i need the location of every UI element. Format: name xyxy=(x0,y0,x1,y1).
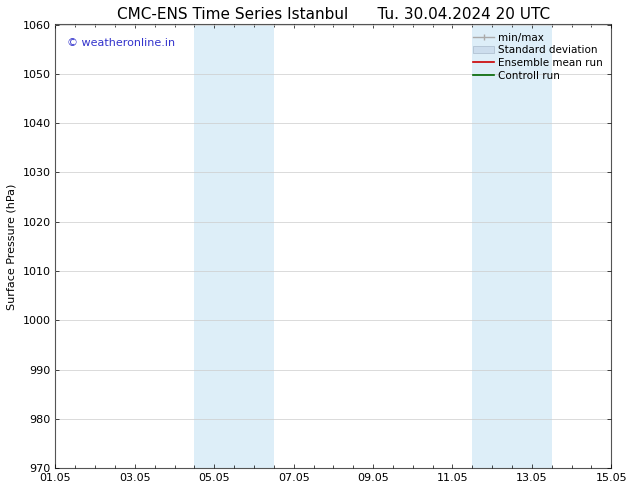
Title: CMC-ENS Time Series Istanbul      Tu. 30.04.2024 20 UTC: CMC-ENS Time Series Istanbul Tu. 30.04.2… xyxy=(117,7,550,22)
Bar xyxy=(195,24,222,468)
Bar xyxy=(222,24,274,468)
Bar xyxy=(472,24,500,468)
Text: © weatheronline.in: © weatheronline.in xyxy=(67,38,175,48)
Y-axis label: Surface Pressure (hPa): Surface Pressure (hPa) xyxy=(7,183,17,310)
Bar xyxy=(500,24,552,468)
Legend: min/max, Standard deviation, Ensemble mean run, Controll run: min/max, Standard deviation, Ensemble me… xyxy=(470,30,606,84)
